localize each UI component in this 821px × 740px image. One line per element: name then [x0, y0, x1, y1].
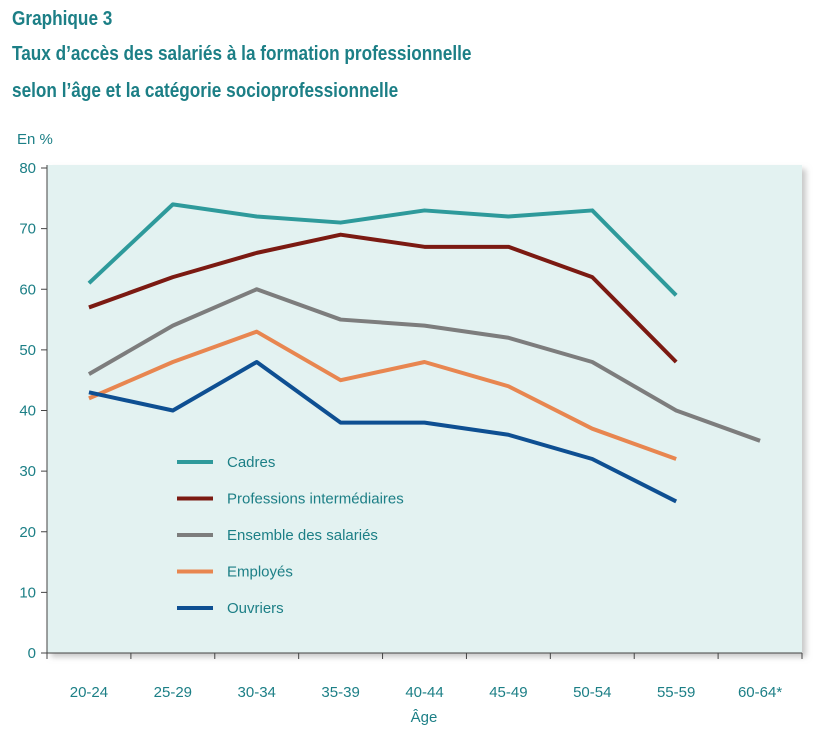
chart-label: Graphique 3	[12, 8, 113, 30]
y-tick-label: 40	[19, 403, 36, 420]
x-tick-label: 35-39	[321, 684, 359, 701]
y-tick-label: 0	[28, 645, 36, 662]
y-tick-label: 50	[19, 342, 36, 359]
y-tick-label: 60	[19, 281, 36, 298]
legend-label: Ensemble des salariés	[227, 527, 378, 544]
y-tick-label: 30	[19, 463, 36, 480]
x-tick-label: 20-24	[70, 684, 108, 701]
chart-title-line2: selon l’âge et la catégorie socioprofess…	[12, 80, 399, 102]
x-tick-label: 25-29	[154, 684, 192, 701]
x-tick-label: 55-59	[657, 684, 695, 701]
x-tick-label: 60-64*	[738, 684, 782, 701]
legend-label: Ouvriers	[227, 600, 284, 617]
y-tick-label: 20	[19, 524, 36, 541]
y-tick-label: 10	[19, 584, 36, 601]
legend-label: Professions intermédiaires	[227, 491, 404, 508]
y-tick-label: 80	[19, 160, 36, 177]
chart-title-line1: Taux d’accès des salariés à la formation…	[12, 43, 472, 65]
series-line-ouvriers	[88, 360, 678, 504]
legend-label: Employés	[227, 564, 293, 581]
x-axis-label: Âge	[411, 709, 438, 726]
legend-label: Cadres	[227, 454, 275, 471]
series-line-cadres	[87, 202, 678, 297]
series-line-employes	[88, 329, 677, 461]
series-line-ensemble-des-salaries	[87, 287, 761, 443]
y-tick-label: 70	[19, 221, 36, 238]
series-line-professions-intermediaires	[88, 232, 678, 364]
x-tick-label: 40-44	[405, 684, 443, 701]
x-tick-label: 30-34	[238, 684, 276, 701]
y-axis-label: En %	[17, 131, 53, 148]
x-tick-label: 50-54	[573, 684, 611, 701]
x-tick-label: 45-49	[489, 684, 527, 701]
